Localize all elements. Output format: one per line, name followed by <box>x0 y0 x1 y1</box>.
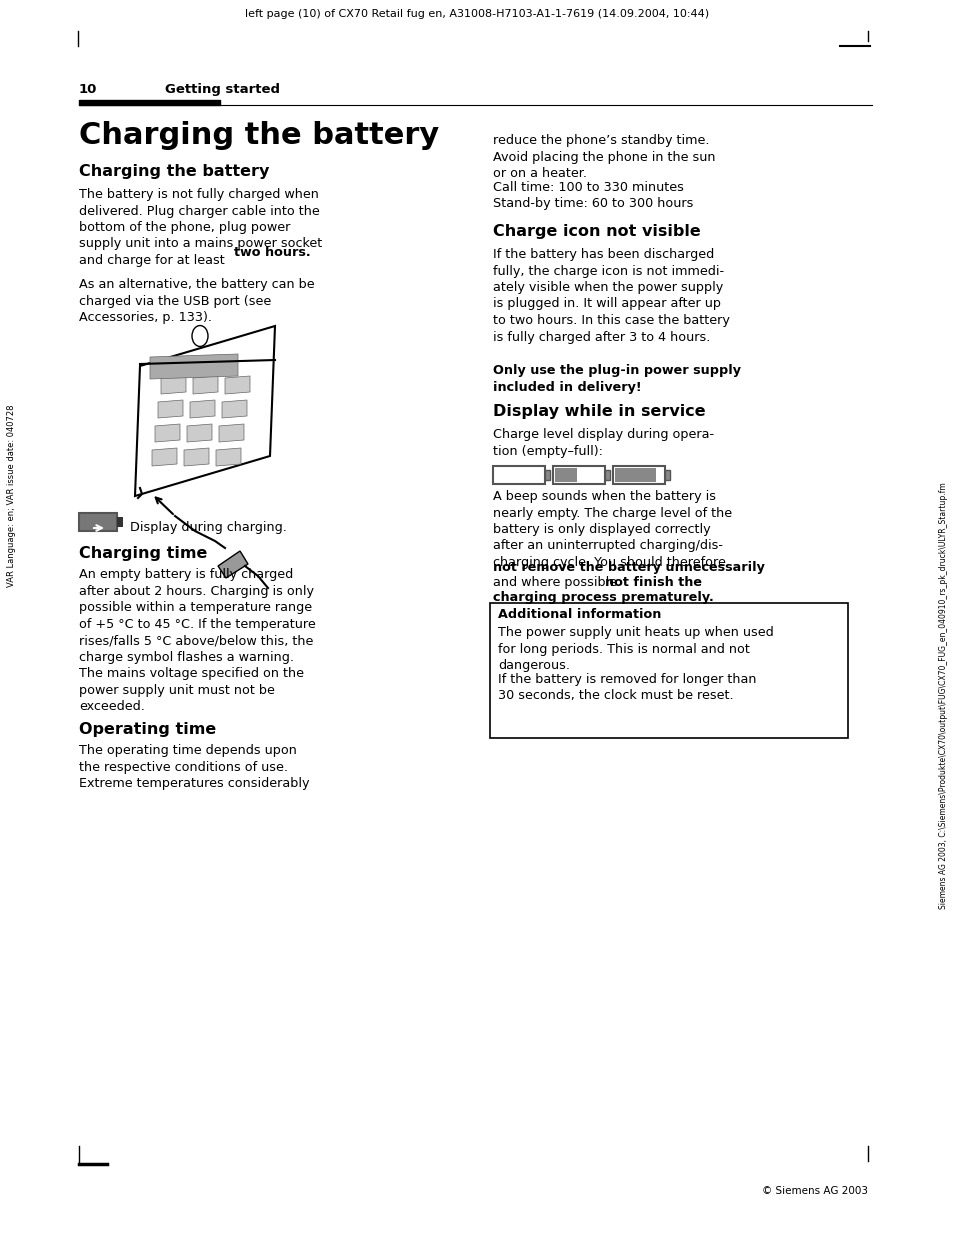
Bar <box>613 466 664 483</box>
Bar <box>490 603 847 738</box>
Text: If the battery is removed for longer than
30 seconds, the clock must be reset.: If the battery is removed for longer tha… <box>497 673 756 703</box>
Text: Charge level display during opera-
tion (empty–full):: Charge level display during opera- tion … <box>493 427 714 457</box>
Circle shape <box>192 325 208 346</box>
Text: Siemens AG 2003, C:\Siemens\Produkte\CX70\output\FUG\CX70_FUG_en_040910_rs_pk_dr: Siemens AG 2003, C:\Siemens\Produkte\CX7… <box>939 482 947 910</box>
Bar <box>117 517 123 527</box>
Polygon shape <box>161 376 186 394</box>
Polygon shape <box>152 449 177 466</box>
Polygon shape <box>215 449 241 466</box>
Text: left page (10) of CX70 Retail fug en, A31008-H7103-A1-1-7619 (14.09.2004, 10:44): left page (10) of CX70 Retail fug en, A3… <box>245 9 708 19</box>
Text: The power supply unit heats up when used
for long periods. This is normal and no: The power supply unit heats up when used… <box>497 625 773 672</box>
Text: An empty battery is fully charged
after about 2 hours. Charging is only
possible: An empty battery is fully charged after … <box>79 568 315 713</box>
Text: Display during charging.: Display during charging. <box>130 522 287 535</box>
Text: Call time: 100 to 330 minutes
Stand-by time: 60 to 300 hours: Call time: 100 to 330 minutes Stand-by t… <box>493 181 693 211</box>
Text: Only use the plug-in power supply
included in delivery!: Only use the plug-in power supply includ… <box>493 364 740 394</box>
Text: Getting started: Getting started <box>165 83 280 96</box>
Polygon shape <box>150 354 237 379</box>
Text: Charging the battery: Charging the battery <box>79 121 438 150</box>
Text: Operating time: Operating time <box>79 721 216 736</box>
Polygon shape <box>222 400 247 417</box>
Text: not remove the battery unnecessarily: not remove the battery unnecessarily <box>493 561 764 574</box>
Bar <box>604 470 609 480</box>
Text: Additional information: Additional information <box>497 608 660 621</box>
Polygon shape <box>135 326 274 496</box>
Text: two hours.: two hours. <box>233 245 311 259</box>
Polygon shape <box>190 400 214 417</box>
Text: Charging time: Charging time <box>79 546 207 561</box>
Text: and where possible: and where possible <box>493 576 620 589</box>
Polygon shape <box>158 400 183 417</box>
Polygon shape <box>184 449 209 466</box>
Text: 10: 10 <box>79 83 97 96</box>
Polygon shape <box>193 376 218 394</box>
Bar <box>615 468 655 482</box>
Bar <box>664 470 669 480</box>
Text: reduce the phone’s standby time.
Avoid placing the phone in the sun
or on a heat: reduce the phone’s standby time. Avoid p… <box>493 135 715 179</box>
Bar <box>79 513 117 531</box>
Text: Charge icon not visible: Charge icon not visible <box>493 224 700 239</box>
Polygon shape <box>154 424 180 442</box>
Polygon shape <box>219 424 244 442</box>
Polygon shape <box>225 376 250 394</box>
Text: The battery is not fully charged when
delivered. Plug charger cable into the
bot: The battery is not fully charged when de… <box>79 188 322 267</box>
Text: If the battery has been discharged
fully, the charge icon is not immedi-
ately v: If the battery has been discharged fully… <box>493 248 729 344</box>
Polygon shape <box>187 424 212 442</box>
Text: © Siemens AG 2003: © Siemens AG 2003 <box>761 1186 867 1196</box>
Text: VAR Language: en; VAR issue date: 040728: VAR Language: en; VAR issue date: 040728 <box>8 405 16 587</box>
Bar <box>553 466 604 483</box>
Text: Charging the battery: Charging the battery <box>79 164 269 179</box>
Bar <box>555 468 576 482</box>
Text: As an alternative, the battery can be
charged via the USB port (see
Accessories,: As an alternative, the battery can be ch… <box>79 278 314 324</box>
Text: The operating time depends upon
the respective conditions of use.
Extreme temper: The operating time depends upon the resp… <box>79 744 309 790</box>
Text: charging process prematurely.: charging process prematurely. <box>493 591 713 604</box>
Bar <box>493 466 544 483</box>
Bar <box>544 470 550 480</box>
Polygon shape <box>218 551 248 578</box>
Text: A beep sounds when the battery is
nearly empty. The charge level of the
battery : A beep sounds when the battery is nearly… <box>493 490 731 586</box>
Text: Display while in service: Display while in service <box>493 404 705 419</box>
Text: not finish the: not finish the <box>604 576 701 589</box>
